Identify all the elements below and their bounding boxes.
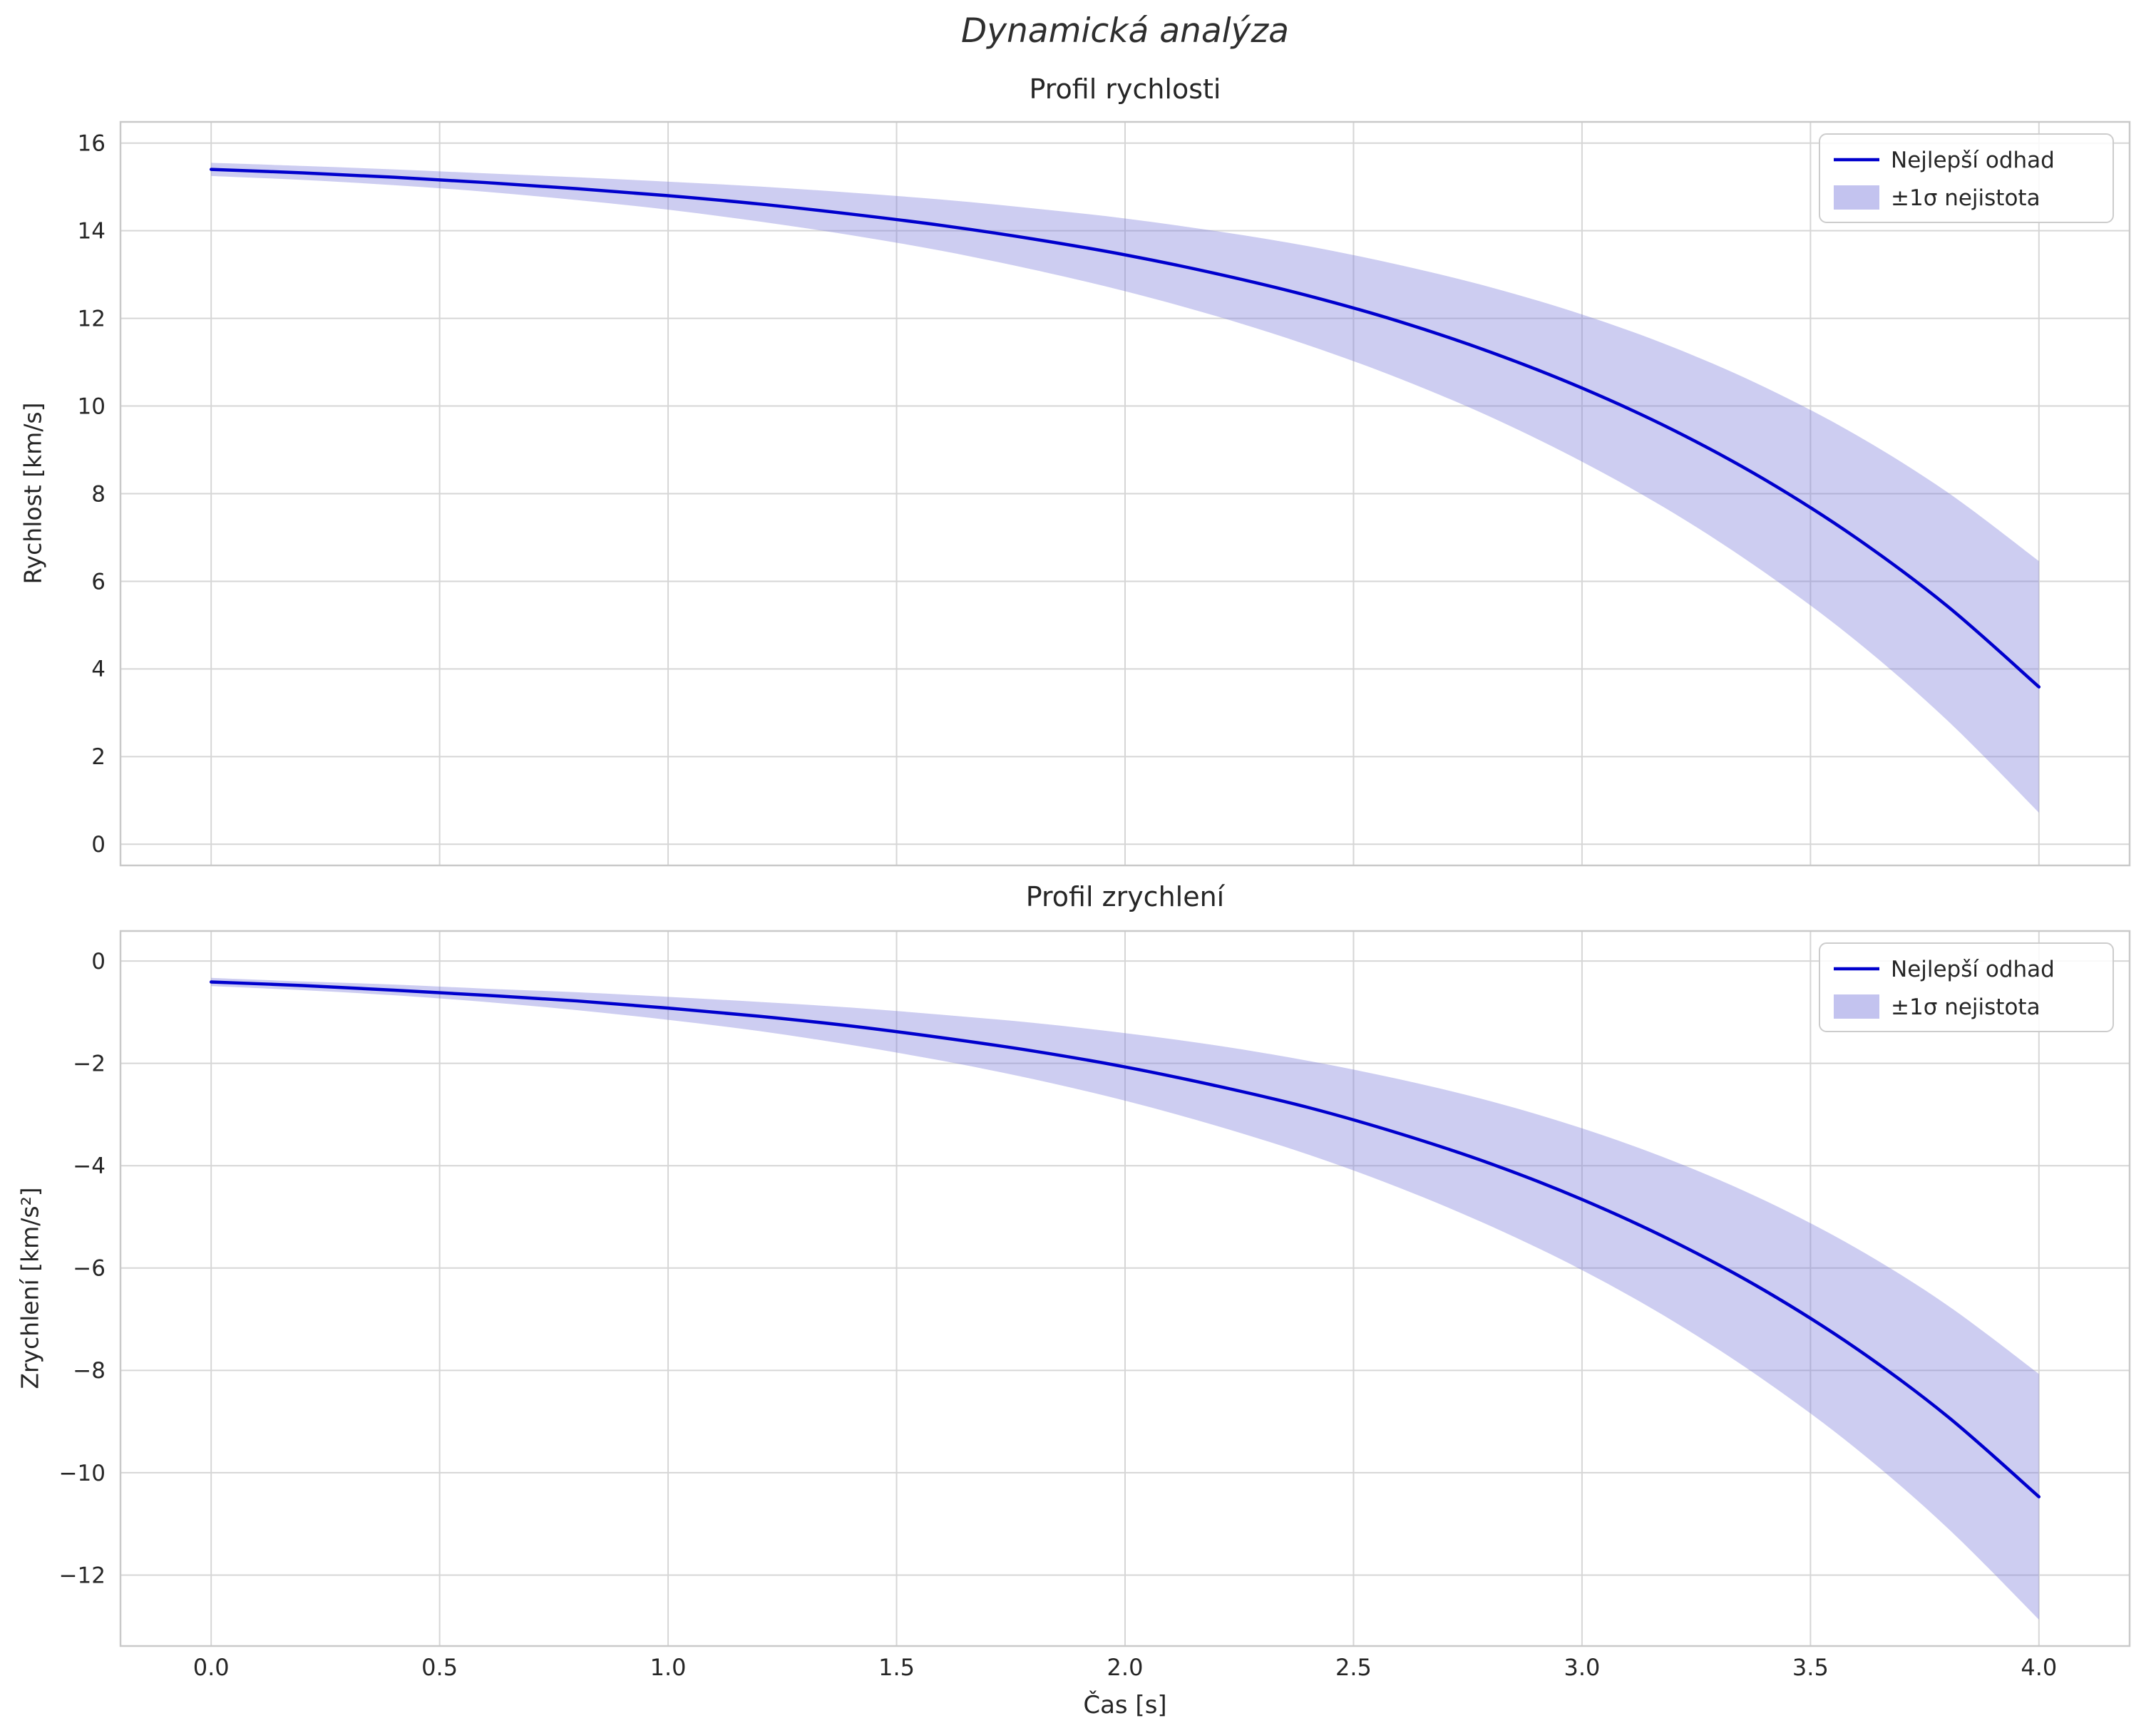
y-tick-label: 14	[78, 219, 106, 245]
y-tick-label: 6	[91, 569, 106, 595]
legend-label-uncertainty: ±1σ nejistota	[1891, 185, 2040, 211]
plot-frame	[119, 930, 2131, 1647]
x-tick-label: 4.0	[2021, 1654, 2058, 1681]
y-tick-label: 4	[91, 657, 106, 682]
x-tick-label: 1.5	[878, 1654, 915, 1681]
velocity-chart: 0 2 4 6 8 10 12 14 16 Nejlepší odhad ±1σ nejistota	[78, 120, 2131, 867]
y-tick-label: 2	[91, 744, 106, 770]
legend-box	[1819, 942, 2114, 1032]
y-tick-label: −4	[73, 1153, 106, 1179]
best-estimate-line	[209, 980, 2041, 1498]
uncertainty-band	[211, 163, 2039, 813]
legend-box	[1819, 133, 2114, 223]
plot-frame	[119, 120, 2131, 867]
legend-label-uncertainty: ±1σ nejistota	[1891, 994, 2040, 1020]
uncertainty-band	[211, 977, 2039, 1620]
y-tick-label: −6	[73, 1256, 106, 1282]
y-axis-label-acceleration: Zrychlení [km/s²]	[16, 1187, 44, 1389]
acceleration-chart: 0 −2 −4 −6 −8 −10 −12 Nejlepší odhad ±1σ nejisto…	[59, 930, 2131, 1647]
x-tick-label: 0.0	[192, 1654, 230, 1681]
legend-label-best-estimate: Nejlepší odhad	[1891, 148, 2055, 173]
y-axis-label-velocity: Rychlost [km/s]	[19, 402, 47, 585]
chart-title-velocity: Profil rychlosti	[1029, 73, 1221, 105]
x-tick-label: 0.5	[421, 1654, 458, 1681]
x-tick-label: 3.5	[1792, 1654, 1829, 1681]
figure-title: Dynamická analýza	[961, 11, 1289, 51]
y-tick-label: −8	[73, 1358, 106, 1384]
y-tick-label: 0	[91, 832, 106, 858]
x-tick-label: 2.0	[1107, 1654, 1144, 1681]
x-tick-labels: 0.0 0.5 1.0 1.5 2.0 2.5 3.0 3.5 4.0	[120, 1654, 2130, 1685]
legend-band-sample	[1834, 994, 1879, 1019]
legend-label-best-estimate: Nejlepší odhad	[1891, 957, 2055, 982]
x-tick-label: 1.0	[650, 1654, 687, 1681]
legend-band-sample	[1834, 185, 1879, 210]
y-tick-label: 12	[78, 306, 106, 331]
chart-title-acceleration: Profil zrychlení	[1025, 881, 1225, 912]
best-estimate-line	[209, 168, 2041, 689]
y-tick-label: −12	[59, 1563, 106, 1588]
y-tick-label: −10	[59, 1461, 106, 1486]
y-tick-label: 0	[91, 949, 106, 974]
x-tick-label: 2.5	[1335, 1654, 1372, 1681]
x-tick-label: 3.0	[1564, 1654, 1601, 1681]
y-tick-label: −2	[73, 1051, 106, 1076]
y-tick-label: 16	[78, 131, 106, 157]
x-axis-label: Čas [s]	[1083, 1691, 1167, 1719]
y-tick-label: 10	[78, 394, 106, 419]
y-tick-label: 8	[91, 481, 106, 507]
